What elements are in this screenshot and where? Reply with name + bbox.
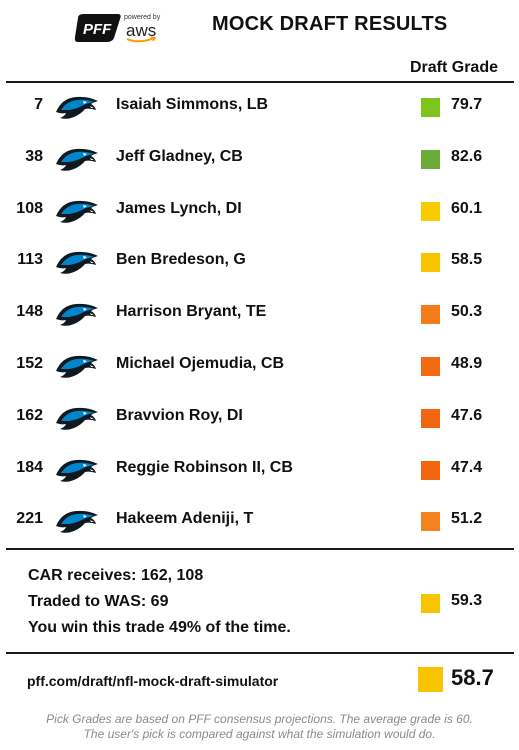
pick-row: 108 James Lynch, DI 60.1 bbox=[0, 186, 519, 238]
trade-receives: CAR receives: 162, 108 bbox=[28, 567, 204, 584]
trade-summary: CAR receives: 162, 108 Traded to WAS: 69… bbox=[0, 552, 519, 652]
pff-wordmark: PFF bbox=[83, 21, 112, 38]
pick-number: 148 bbox=[16, 303, 43, 321]
grade-swatch bbox=[421, 512, 440, 532]
pick-grade: 51.2 bbox=[451, 510, 483, 528]
header: PFF powered by aws MOCK DRAFT RESULTS bbox=[0, 0, 519, 50]
trade-traded-to: Traded to WAS: 69 bbox=[28, 593, 169, 610]
pick-row: 148 Harrison Bryant, TE 50.3 bbox=[0, 289, 519, 341]
pick-grade: 47.6 bbox=[451, 406, 483, 424]
carolina-panthers-logo-icon bbox=[56, 252, 98, 275]
team-logo bbox=[54, 144, 100, 174]
divider bbox=[6, 548, 514, 550]
pick-grade: 58.5 bbox=[451, 251, 483, 269]
player-name: Jeff Gladney, CB bbox=[116, 147, 243, 165]
grade-swatch bbox=[421, 460, 440, 480]
grade-swatch bbox=[421, 305, 440, 325]
pick-grade: 60.1 bbox=[451, 199, 483, 217]
pick-row: 38 Jeff Gladney, CB 82.6 bbox=[0, 134, 519, 186]
pick-number: 7 bbox=[34, 96, 43, 113]
pick-grade: 82.6 bbox=[451, 147, 483, 165]
pick-grade: 48.9 bbox=[451, 355, 483, 372]
grade-swatch bbox=[421, 408, 440, 428]
grade-swatch bbox=[421, 149, 440, 169]
pick-grade: 79.7 bbox=[451, 96, 483, 113]
pff-aws-logo-graphic: PFF powered by aws bbox=[74, 14, 161, 43]
pick-number: 162 bbox=[16, 406, 43, 424]
carolina-panthers-logo-icon bbox=[56, 148, 98, 171]
final-grade: 58.7 bbox=[451, 665, 494, 690]
carolina-panthers-logo-icon bbox=[56, 355, 98, 378]
divider bbox=[6, 652, 514, 654]
powered-by-text: powered by bbox=[124, 14, 161, 21]
pick-number: 221 bbox=[16, 510, 43, 528]
pick-row: 152 Michael Ojemudia, CB 48.9 bbox=[0, 341, 519, 393]
team-logo bbox=[54, 247, 100, 277]
team-logo bbox=[54, 299, 100, 329]
player-name: Ben Bredeson, G bbox=[116, 251, 246, 269]
pff-aws-logo: PFF powered by aws bbox=[74, 10, 174, 46]
grade-swatch bbox=[421, 357, 440, 376]
grade-swatch bbox=[421, 253, 440, 273]
team-logo bbox=[54, 403, 100, 433]
pick-grade: 50.3 bbox=[451, 303, 483, 321]
carolina-panthers-logo-icon bbox=[56, 407, 98, 430]
footnote-line-2: The user's pick is compared against what… bbox=[83, 727, 436, 741]
player-name: James Lynch, DI bbox=[116, 199, 242, 217]
divider bbox=[6, 81, 514, 83]
player-name: Isaiah Simmons, LB bbox=[116, 96, 269, 113]
pick-number: 152 bbox=[16, 355, 43, 372]
team-logo bbox=[54, 196, 100, 226]
final-grade-swatch bbox=[418, 667, 443, 692]
pick-row: 221 Hakeem Adeniji, T 51.2 bbox=[0, 496, 519, 548]
player-name: Hakeem Adeniji, T bbox=[116, 510, 254, 528]
team-logo bbox=[54, 92, 100, 122]
carolina-panthers-logo-icon bbox=[56, 459, 98, 482]
grade-footnote: Pick Grades are based on PFF consensus p… bbox=[0, 712, 519, 742]
pick-number: 108 bbox=[16, 199, 43, 217]
simulator-url[interactable]: pff.com/draft/nfl-mock-draft-simulator bbox=[27, 673, 279, 689]
carolina-panthers-logo-icon bbox=[56, 304, 98, 326]
pick-row: 113 Ben Bredeson, G 58.5 bbox=[0, 237, 519, 289]
pick-row: 184 Reggie Robinson II, CB 47.4 bbox=[0, 445, 519, 497]
team-logo bbox=[54, 351, 100, 381]
footnote-line-1: Pick Grades are based on PFF consensus p… bbox=[46, 712, 473, 726]
grade-swatch bbox=[421, 201, 440, 221]
pick-grade: 47.4 bbox=[451, 458, 483, 476]
player-name: Reggie Robinson II, CB bbox=[116, 458, 293, 476]
page-title: MOCK DRAFT RESULTS bbox=[212, 13, 448, 35]
pick-number: 113 bbox=[17, 251, 43, 269]
team-logo bbox=[54, 506, 100, 536]
grade-swatch bbox=[421, 98, 440, 117]
pick-number: 184 bbox=[16, 458, 43, 476]
trade-grade-swatch bbox=[421, 594, 440, 613]
player-name: Michael Ojemudia, CB bbox=[116, 355, 285, 372]
draft-grade-column-header: Draft Grade bbox=[409, 59, 498, 76]
pick-row: 162 Bravvion Roy, DI 47.6 bbox=[0, 393, 519, 445]
player-name: Bravvion Roy, DI bbox=[116, 406, 243, 424]
pick-row: 7 Isaiah Simmons, LB 79.7 bbox=[0, 82, 519, 134]
carolina-panthers-logo-icon bbox=[56, 96, 98, 119]
carolina-panthers-logo-icon bbox=[56, 200, 98, 223]
aws-wordmark: aws bbox=[126, 21, 156, 40]
carolina-panthers-logo-icon bbox=[56, 511, 98, 534]
team-logo bbox=[54, 455, 100, 485]
player-name: Harrison Bryant, TE bbox=[116, 303, 267, 321]
pick-number: 38 bbox=[25, 147, 43, 165]
trade-grade: 59.3 bbox=[451, 592, 483, 609]
trade-win-text: You win this trade 49% of the time. bbox=[28, 619, 291, 636]
